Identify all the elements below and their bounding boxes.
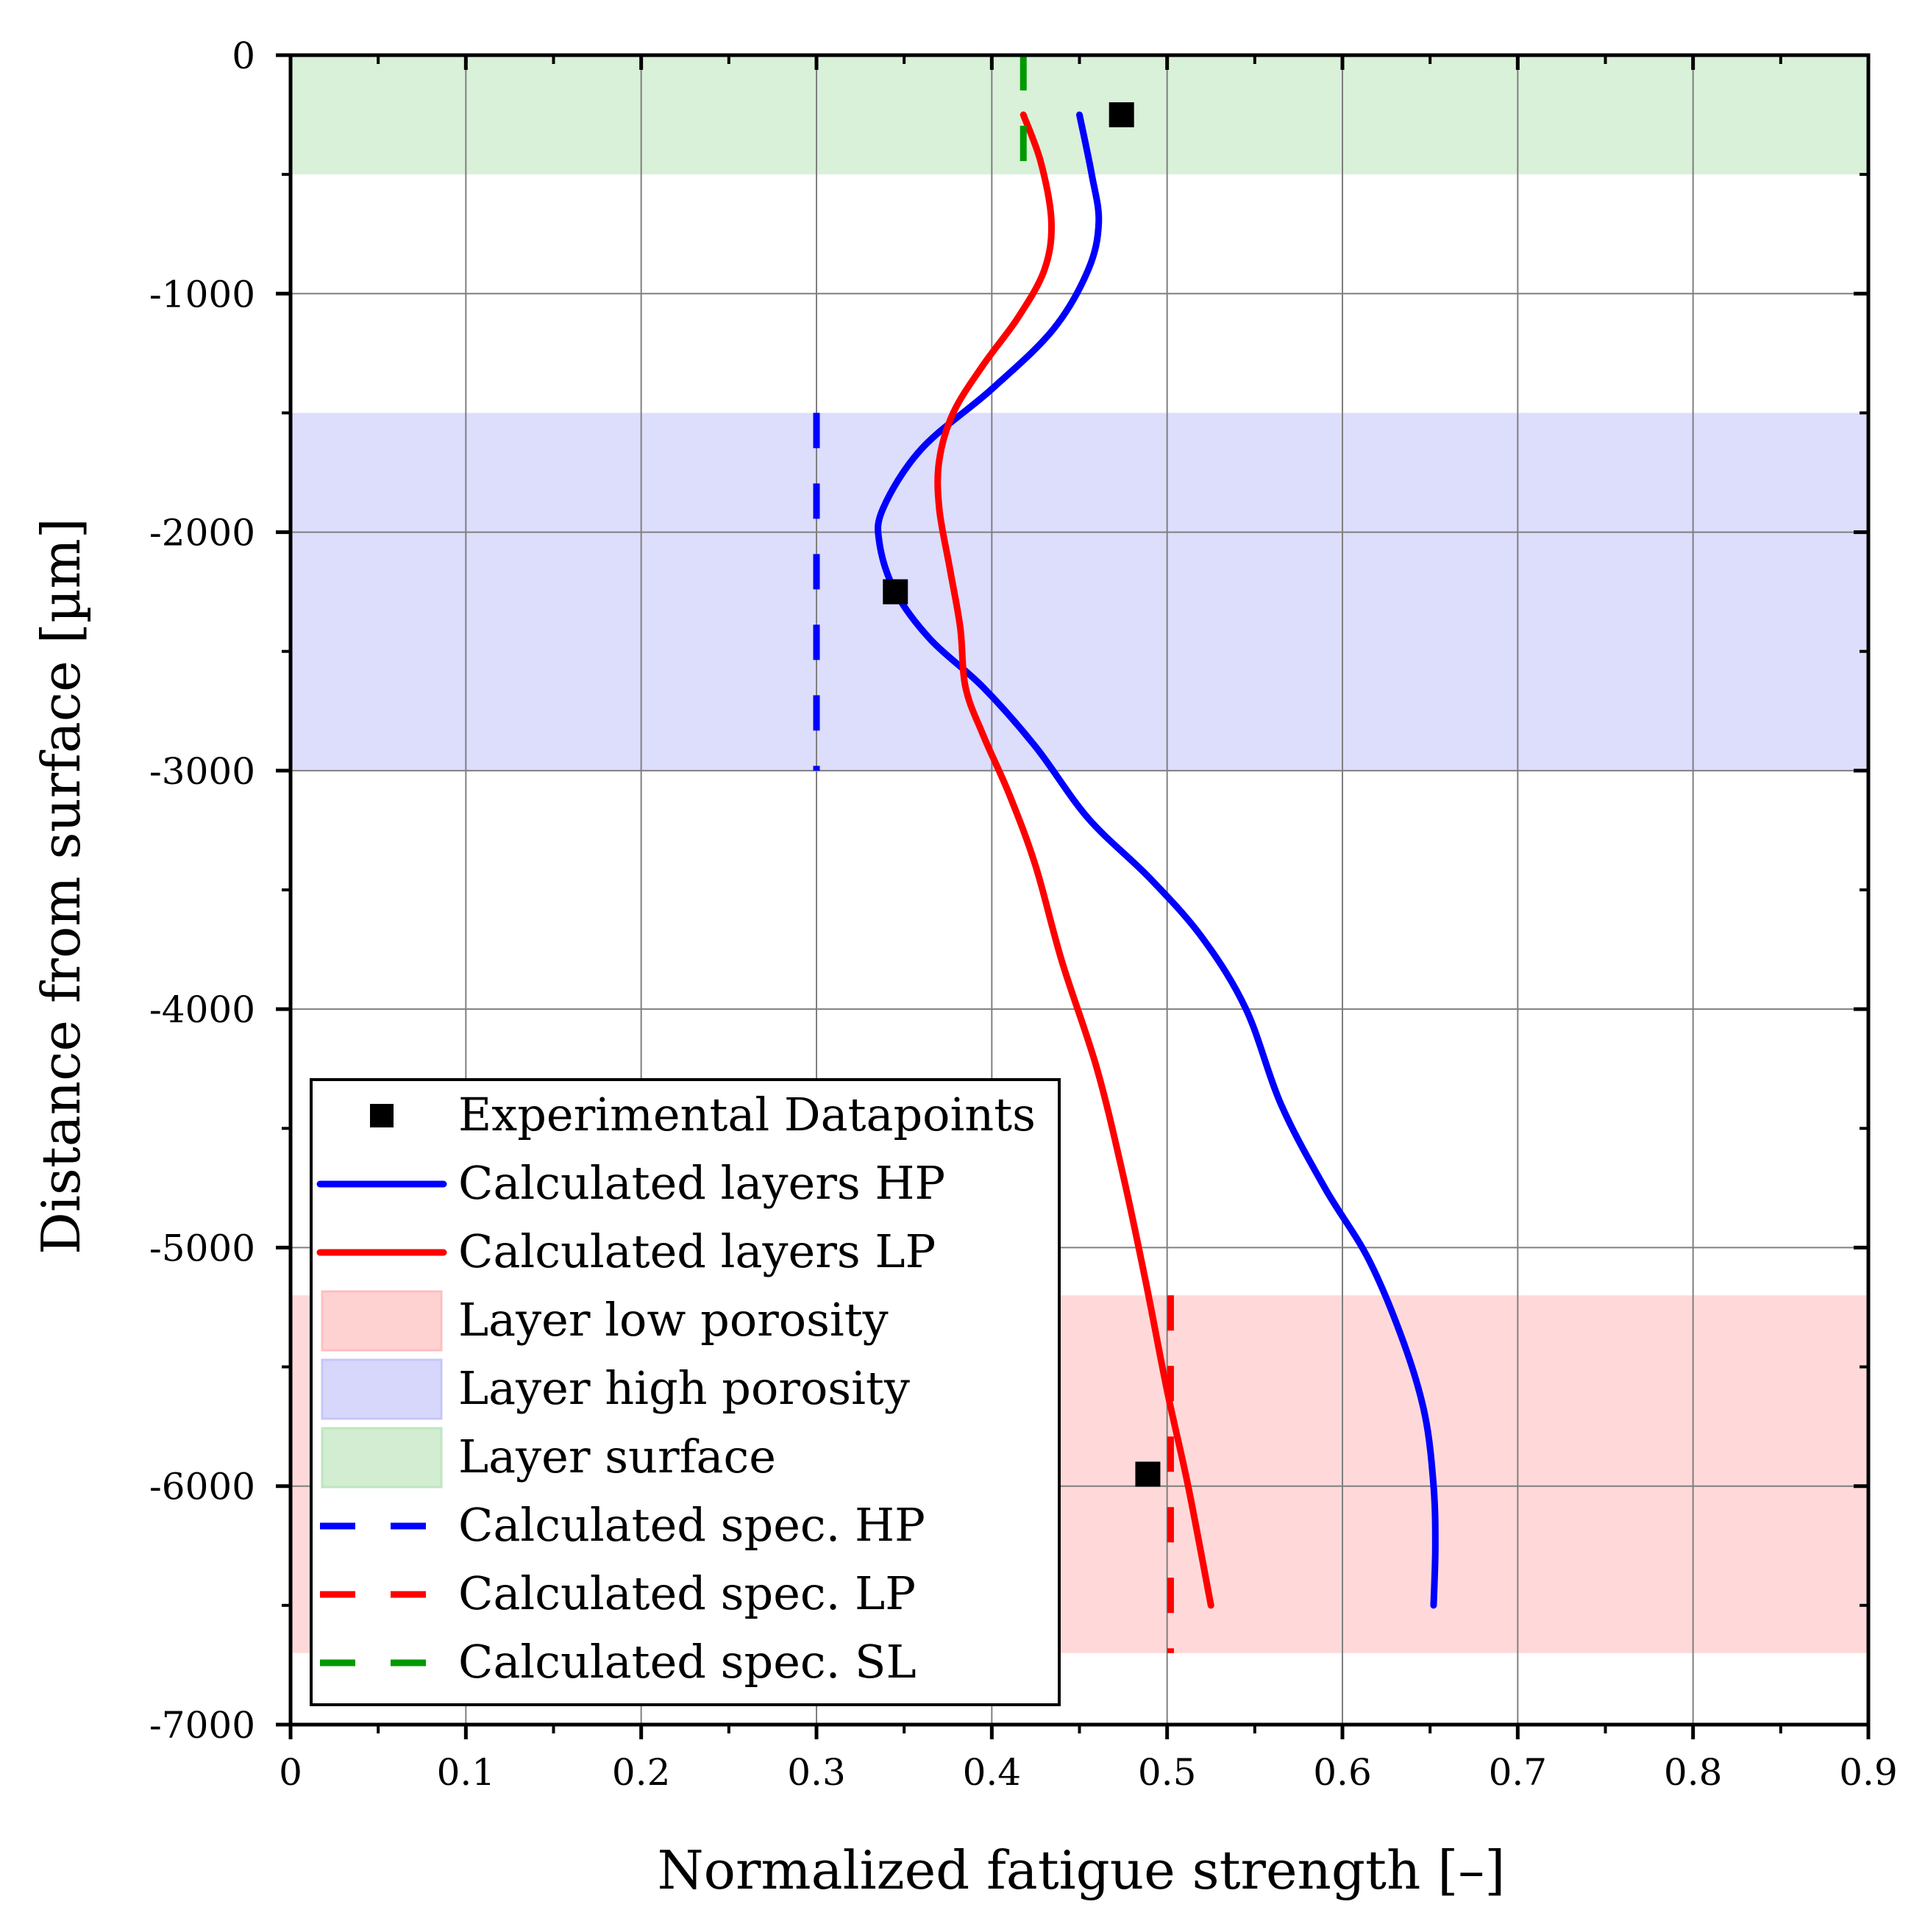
y-tick-label: -3000 <box>149 750 255 793</box>
y-tick-label: -2000 <box>149 512 255 555</box>
y-tick-label: -5000 <box>149 1227 255 1269</box>
legend: Experimental Datapoints Calculated layers… <box>310 1078 1061 1706</box>
x-tick-label: 0.2 <box>612 1751 671 1794</box>
legend-swatch-experimental-datapoints <box>370 1104 394 1127</box>
legend-label: Layer high porosity <box>458 1361 910 1415</box>
legend-label: Calculated spec. HP <box>458 1498 925 1552</box>
x-tick-label: 0.7 <box>1489 1751 1548 1794</box>
legend-label: Calculated spec. SL <box>458 1635 917 1689</box>
legend-label: Layer low porosity <box>458 1293 889 1347</box>
experimental-datapoint <box>883 579 908 605</box>
x-tick-label: 0.3 <box>787 1751 846 1794</box>
legend-swatch-layer-surface <box>321 1427 443 1489</box>
legend-label: Experimental Datapoints <box>458 1088 1036 1141</box>
y-tick-label: -6000 <box>149 1466 255 1508</box>
x-tick-label: 0.6 <box>1313 1751 1372 1794</box>
experimental-datapoint <box>1135 1461 1161 1487</box>
x-tick-label: 0 <box>279 1751 302 1794</box>
x-tick-label: 0.1 <box>437 1751 496 1794</box>
x-tick-label: 0.9 <box>1839 1751 1898 1794</box>
band-layer-high-porosity <box>291 413 1868 771</box>
legend-label: Layer surface <box>458 1430 776 1483</box>
y-tick-label: -7000 <box>149 1704 255 1747</box>
legend-swatch-layer-high-porosity <box>321 1358 443 1420</box>
y-tick-label: -4000 <box>149 988 255 1031</box>
legend-label: Calculated layers LP <box>458 1225 936 1278</box>
y-tick-label: -1000 <box>149 273 255 316</box>
legend-label: Calculated layers HP <box>458 1156 945 1210</box>
data-series <box>813 55 1439 1653</box>
y-tick-label: 0 <box>232 35 255 77</box>
x-tick-label: 0.5 <box>1138 1751 1197 1794</box>
x-axis-title: Normalized fatigue strength [–] <box>658 1839 1506 1901</box>
legend-label: Calculated spec. LP <box>458 1566 916 1620</box>
legend-swatch-layer-low-porosity <box>321 1290 443 1352</box>
experimental-datapoint <box>1109 102 1134 128</box>
x-tick-label: 0.8 <box>1664 1751 1723 1794</box>
series-calculated-layers-lp <box>934 111 1214 1609</box>
y-axis-title: Distance from surface [µm] <box>30 518 92 1255</box>
x-tick-label: 0.4 <box>963 1751 1022 1794</box>
axis-ticks: 0 0.1 0.2 0.3 0.4 0.5 0.6 0.7 0.8 0.9 0 -1000 -2000 -… <box>149 35 1898 1794</box>
series-calculated-layers-hp <box>875 111 1439 1609</box>
